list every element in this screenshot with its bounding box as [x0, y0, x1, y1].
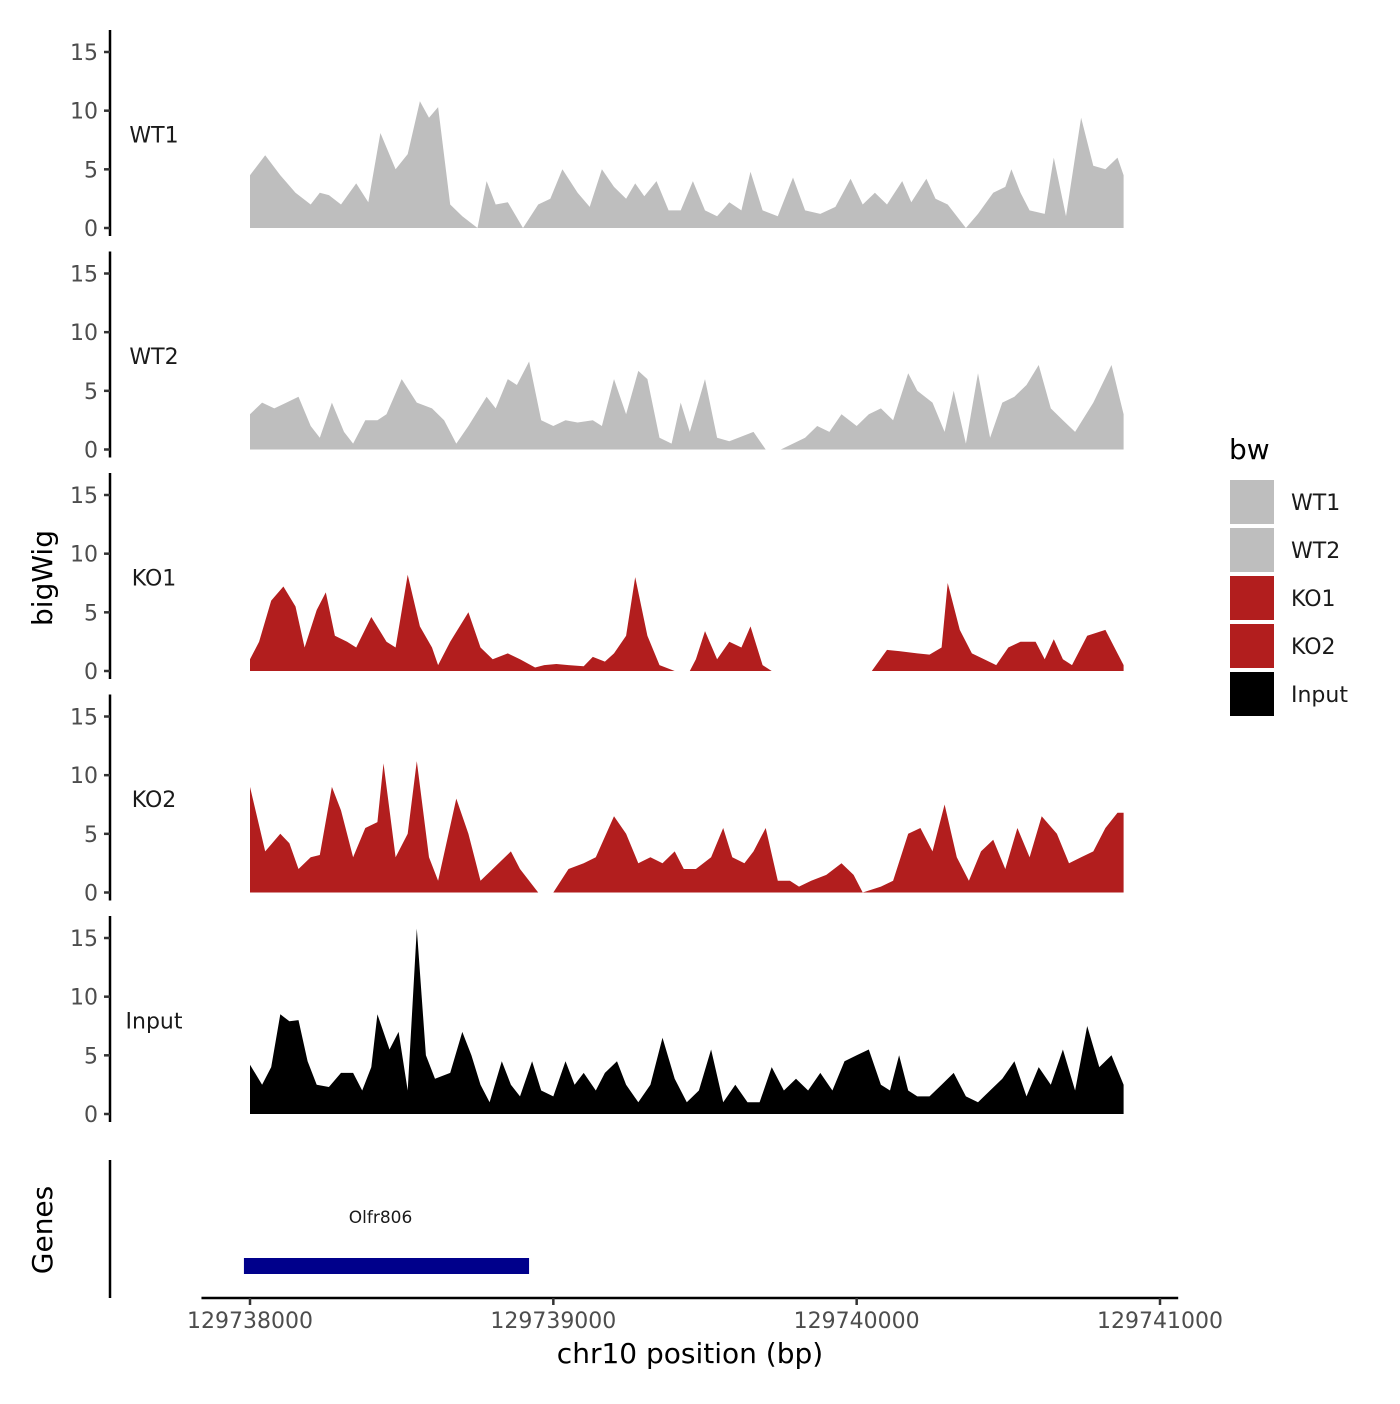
area-series-input	[250, 928, 1124, 1114]
y-tick-label: 15	[70, 927, 98, 952]
y-tick-label: 5	[84, 601, 98, 626]
gene-label: Olfr806	[349, 1208, 413, 1228]
legend-swatch-wt1	[1230, 480, 1274, 524]
y-tick-label: 10	[70, 321, 98, 346]
y-tick-label: 0	[84, 1103, 98, 1128]
y-tick-label: 15	[70, 706, 98, 731]
track-ko2: 0 5 10 15 KO2	[70, 694, 1124, 907]
track-label: WT2	[129, 345, 178, 370]
legend: bw WT1 WT2 KO1 KO2 Input	[1229, 433, 1348, 716]
track-wt1: 0 5 10 15 WT1	[70, 30, 1124, 242]
track-input: 0 5 10 15 Input	[70, 916, 1124, 1128]
y-axis-title: bigWig	[26, 530, 59, 626]
legend-label-input: Input	[1291, 683, 1348, 708]
x-tick-label: 129739000	[490, 1309, 616, 1334]
legend-label-wt2: WT2	[1291, 539, 1340, 564]
legend-swatch-ko1	[1230, 576, 1274, 620]
area-series-ko2	[250, 761, 1124, 893]
genes-track: Olfr806	[108, 1160, 530, 1298]
track-label: Input	[126, 1009, 183, 1034]
x-tick-label: 129741000	[1097, 1309, 1223, 1334]
legend-swatch-wt2	[1230, 528, 1274, 572]
y-tick-label: 10	[70, 100, 98, 125]
x-axis: 129738000 129739000 129740000 129741000	[187, 1296, 1223, 1334]
legend-label-wt1: WT1	[1291, 491, 1340, 516]
y-tick-label: 5	[84, 823, 98, 848]
track-label: WT1	[129, 123, 178, 148]
legend-label-ko1: KO1	[1291, 587, 1336, 612]
y-tick-label: 15	[70, 41, 98, 66]
y-tick-label: 5	[84, 380, 98, 405]
y-tick-label: 15	[70, 263, 98, 288]
legend-label-ko2: KO2	[1291, 635, 1336, 660]
y-tick-label: 0	[84, 439, 98, 464]
y-tick-label: 5	[84, 1044, 98, 1069]
x-tick-label: 129740000	[794, 1309, 920, 1334]
gene-body-olfr806	[243, 1258, 530, 1274]
x-tick-label: 129738000	[187, 1309, 313, 1334]
legend-swatch-input	[1230, 672, 1274, 716]
track-label: KO2	[132, 788, 177, 813]
legend-swatch-ko2	[1230, 624, 1274, 668]
track-label: KO1	[132, 566, 177, 591]
area-series-ko1	[250, 574, 1124, 671]
area-series-wt2	[250, 361, 1124, 450]
y-tick-label: 10	[70, 986, 98, 1011]
area-series-wt1	[250, 101, 1124, 228]
y-tick-label: 5	[84, 158, 98, 183]
legend-title: bw	[1229, 433, 1270, 466]
y-tick-label: 10	[70, 764, 98, 789]
y-tick-label: 0	[84, 660, 98, 685]
y-tick-label: 15	[70, 484, 98, 509]
track-wt2: 0 5 10 15 WT2	[70, 251, 1124, 464]
tracks-layer: 0 5 10 15 WT1 0 5 10 15 WT2 0 5 10 15 KO1 0 5 10 15 KO2 0 5 10…	[70, 30, 1124, 1128]
track-ko1: 0 5 10 15 KO1	[70, 473, 1124, 685]
y-tick-label: 0	[84, 217, 98, 242]
y-tick-label: 10	[70, 543, 98, 568]
x-axis-title: chr10 position (bp)	[557, 1337, 823, 1370]
y-tick-label: 0	[84, 882, 98, 907]
genes-track-title: Genes	[26, 1186, 59, 1274]
